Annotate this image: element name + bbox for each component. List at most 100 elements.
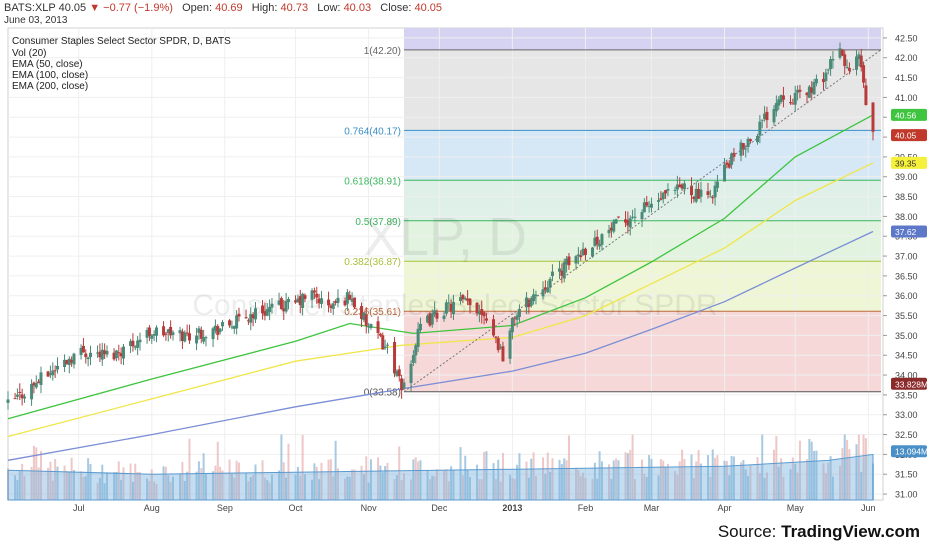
y-tick-label: 35.00 [895,331,918,341]
volume-bar [14,475,17,500]
volume-bar [617,460,620,500]
volume-bar [530,458,533,500]
high-label: High: [251,2,278,14]
volume-bar [245,472,248,500]
volume-bar [419,460,422,500]
candle-body [517,309,521,317]
source-credit: Source: TradingView.com [718,522,920,542]
price-badge-label: 40.56 [895,110,917,120]
candle-body [607,229,611,234]
candle-body [579,255,583,258]
candle-body [741,143,745,150]
volume-bar [497,459,500,500]
candle-body [829,59,833,70]
volume-bar [296,466,299,500]
volume-bar [593,462,596,500]
volume-bar [70,457,73,500]
volume-bar [395,475,398,500]
candle-body [53,370,57,372]
volume-bar [692,478,695,500]
volume-bar [230,473,233,500]
volume-bar [513,478,516,500]
fib-level-label: 1(42.20) [364,46,401,57]
volume-bar [313,463,316,500]
candle-body [612,221,616,232]
x-tick-label: Nov [361,503,378,513]
volume-bar [249,477,252,500]
volume-bar [527,477,530,500]
volume-bar [334,440,337,500]
candle-body [88,352,92,358]
candle-body [583,248,587,255]
volume-bar [278,470,281,500]
volume-bar [171,476,174,500]
candle-body [480,309,484,315]
volume-bar [747,476,750,500]
volume-bar [247,481,250,500]
volume-bar [115,471,118,500]
candle-body [129,341,133,347]
volume-bar [301,434,304,500]
candle-body [6,399,10,403]
volume-bar [579,476,582,500]
candle-body [494,336,498,338]
y-tick-label: 41.50 [895,73,918,83]
fib-level-label: 0(33.58) [364,388,401,399]
volume-bar [120,479,123,500]
volume-bar [728,475,731,500]
volume-bar [197,461,200,500]
candle-body [624,219,628,223]
candle-body [15,394,19,397]
volume-bar [103,483,106,500]
candle-body [461,295,465,300]
candle-body [499,347,503,349]
candle-body [449,303,453,312]
volume-bar [136,471,139,500]
volume-bar [303,474,306,500]
volume-bar [643,473,646,500]
y-tick-label: 31.50 [895,470,918,480]
volume-bar [516,464,519,500]
candle-body [791,103,795,105]
volume-bar [641,459,644,500]
volume-bar [398,446,401,500]
volume-bar [150,469,153,500]
volume-bar [447,481,450,500]
volume-bar [862,434,865,500]
candle-body [548,278,552,288]
volume-bar [367,482,370,500]
candle-body [426,315,430,323]
x-tick-label: Jul [73,503,85,513]
volume-bar [18,470,21,500]
fib-zone [403,220,881,262]
candle-body [508,330,512,359]
volume-bar [87,458,90,500]
volume-bar [549,471,552,500]
candle-body [673,189,677,191]
candle-body [562,262,566,279]
volume-bar [608,464,611,500]
volume-bar [716,455,719,500]
candle-body [692,196,696,199]
candle-body [18,391,22,393]
volume-bar [188,438,191,500]
candle-body [541,289,545,297]
candle-body [34,383,38,388]
y-tick-label: 36.50 [895,271,918,281]
volume-bar [202,453,205,500]
candle-body [593,237,597,246]
candle-body [244,317,248,319]
candle-body [79,347,83,355]
close-value: 40.05 [414,2,443,14]
volume-bar [280,434,283,500]
volume-bar [598,451,601,500]
volume-bar [791,457,794,500]
volume-bar [146,478,149,500]
fib-zone [403,261,881,312]
volume-bar [483,452,486,500]
candle-body [303,295,307,299]
candle-body [317,298,321,304]
volume-bar [195,471,198,500]
volume-bar [582,472,585,500]
